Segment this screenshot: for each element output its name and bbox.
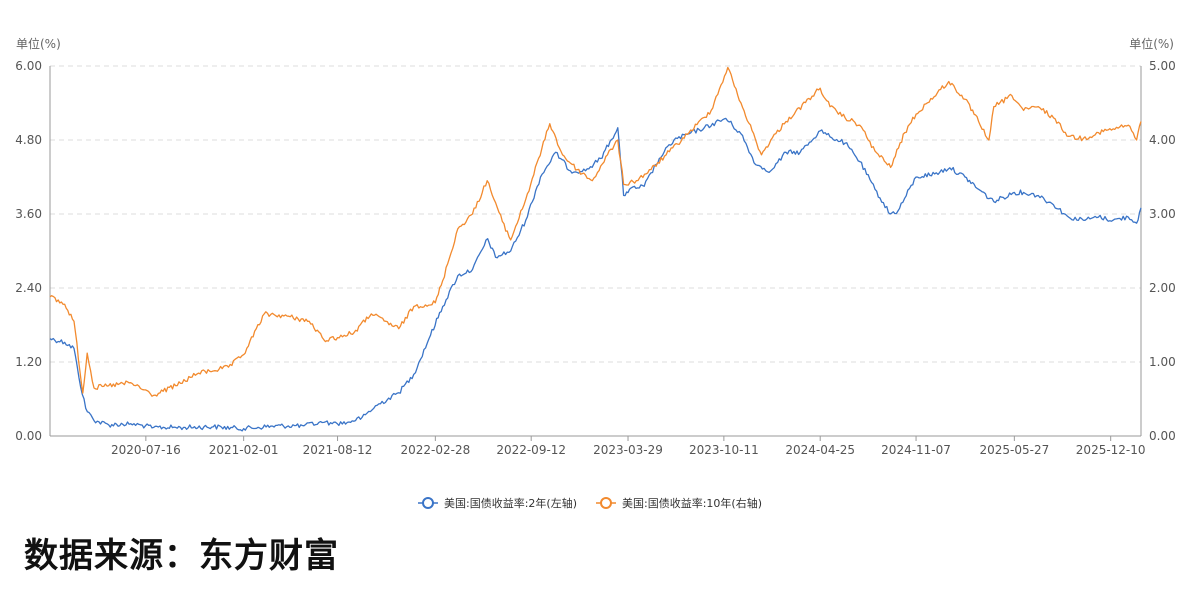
left-y-tick-label: 1.20 (15, 355, 42, 369)
right-y-tick-label: 2.00 (1149, 281, 1176, 295)
x-tick-label: 2025-12-10 (1076, 443, 1146, 457)
data-source-label: 数据来源：东方财富 (24, 536, 339, 576)
left-y-tick-label: 0.00 (15, 429, 42, 443)
left-axis-unit: 单位(%) (16, 36, 61, 51)
right-axis-unit: 单位(%) (1129, 36, 1174, 51)
x-tick-label: 2020-07-16 (111, 443, 181, 457)
series-lines (49, 66, 1142, 432)
legend-marker-1 (422, 497, 434, 509)
x-tick-label: 2021-08-12 (303, 443, 373, 457)
x-tick-label: 2022-09-12 (496, 443, 566, 457)
legend: 美国:国债收益率:2年(左轴) 美国:国债收益率:10年(右轴) (418, 496, 762, 510)
x-tick-label: 2024-04-25 (785, 443, 855, 457)
left-y-tick-label: 3.60 (15, 207, 42, 221)
right-y-tick-label: 0.00 (1149, 429, 1176, 443)
x-tick-label: 2023-03-29 (593, 443, 663, 457)
right-y-tick-label: 1.00 (1149, 355, 1176, 369)
series-line-2 (49, 66, 1142, 397)
x-tick-label: 2021-02-01 (209, 443, 279, 457)
x-tick-label: 2022-02-28 (400, 443, 470, 457)
right-y-tick-label: 4.00 (1149, 133, 1176, 147)
legend-label-2: 美国:国债收益率:10年(右轴) (622, 496, 762, 510)
right-y-tick-label: 5.00 (1149, 59, 1176, 73)
gridlines (50, 65, 1141, 363)
x-tick-label: 2025-05-27 (979, 443, 1049, 457)
axes: 0.00 1.20 2.40 3.60 4.80 6.00 0.00 1.00 2.00 3.00… (15, 59, 1175, 457)
legend-marker-2 (600, 497, 612, 509)
legend-label-1: 美国:国债收益率:2年(左轴) (444, 496, 577, 510)
x-tick-label: 2024-11-07 (881, 443, 951, 457)
left-y-tick-label: 4.80 (15, 133, 42, 147)
x-tick-label: 2023-10-11 (689, 443, 759, 457)
right-y-tick-label: 3.00 (1149, 207, 1176, 221)
left-y-tick-label: 6.00 (15, 59, 42, 73)
series-line-1 (49, 117, 1142, 432)
left-y-tick-label: 2.40 (15, 281, 42, 295)
